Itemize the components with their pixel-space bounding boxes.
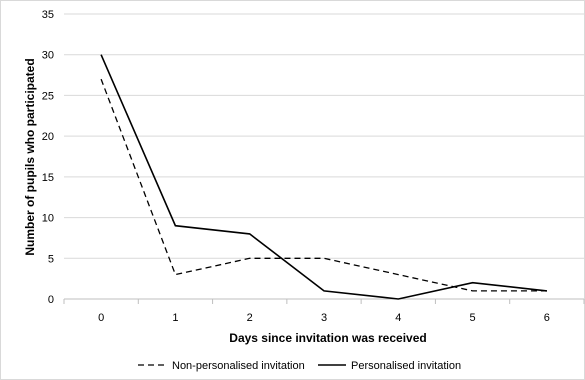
legend-label-non-personalised: Non-personalised invitation: [172, 360, 305, 372]
y-axis-title: Number of pupils who participated: [23, 58, 37, 255]
y-tick-label: 10: [42, 213, 54, 225]
x-tick-label: 3: [321, 312, 327, 324]
gridlines: [64, 13, 584, 259]
x-tick-label: 6: [544, 312, 550, 324]
legend: Non-personalised invitation Personalised…: [138, 360, 461, 372]
legend-item-non-personalised: Non-personalised invitation: [138, 360, 305, 372]
x-tick-label: 4: [395, 312, 401, 324]
y-tick-label: 20: [42, 131, 54, 143]
x-tick-label: 2: [247, 312, 253, 324]
x-tick-label: 5: [470, 312, 476, 324]
x-tick-label: 0: [98, 312, 104, 324]
series-line-personalised: [100, 54, 547, 300]
y-tick-label: 15: [42, 172, 54, 184]
legend-label-personalised: Personalised invitation: [351, 360, 461, 372]
y-axis-ticks: 0 5 10 15 20 25 30 35: [42, 9, 54, 306]
y-tick-label: 0: [48, 294, 54, 306]
y-tick-label: 30: [42, 50, 54, 62]
series-layer: [100, 54, 547, 300]
x-tick-label: 1: [172, 312, 178, 324]
y-tick-label: 5: [48, 253, 54, 265]
x-axis-ticks: 0 1 2 3 4 5 6: [63, 299, 585, 324]
y-tick-label: 25: [42, 90, 54, 102]
series-line-non-personalised: [100, 78, 547, 292]
y-tick-label: 35: [42, 9, 54, 21]
x-axis-title: Days since invitation was received: [229, 331, 426, 345]
legend-item-personalised: Personalised invitation: [318, 360, 461, 372]
